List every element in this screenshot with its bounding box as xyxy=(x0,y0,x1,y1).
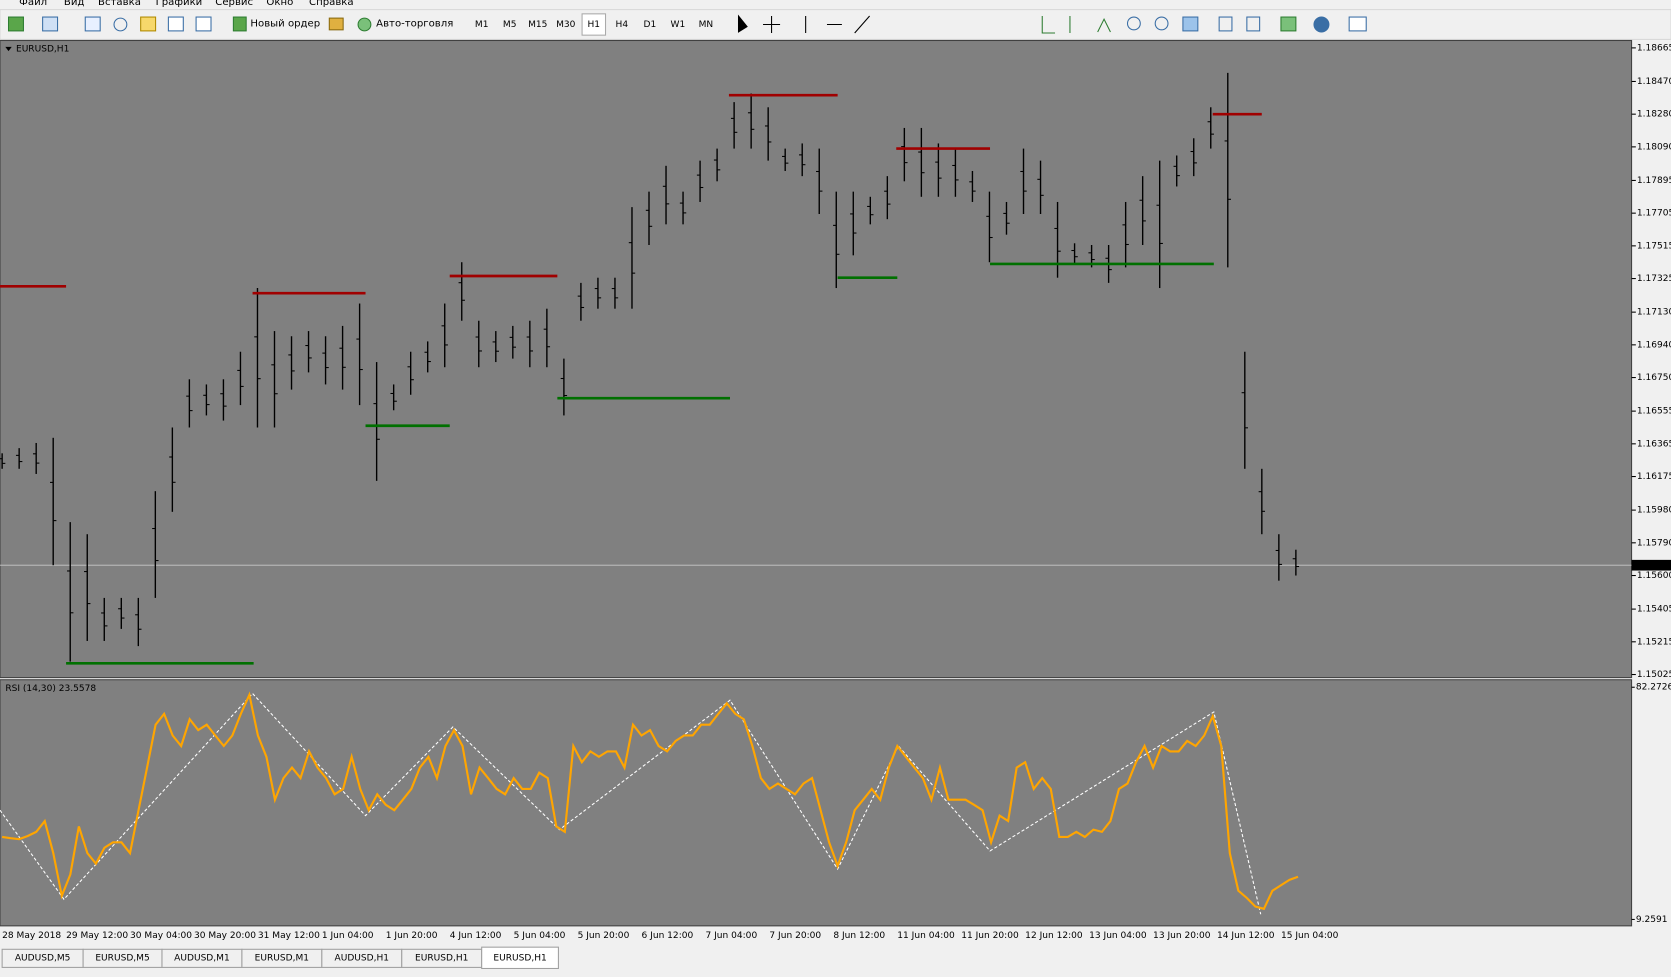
y-tick-label: 1.18090 xyxy=(1637,142,1671,152)
current-price-box xyxy=(1631,559,1671,571)
y-tick-label: 1.18280 xyxy=(1637,110,1671,120)
chart-tab-label: EURUSD,M5 xyxy=(95,953,149,963)
timeframe-button[interactable]: M15 xyxy=(528,20,547,30)
x-tick-label: 1 Jun 20:00 xyxy=(386,931,438,941)
y-tick-label: 1.17325 xyxy=(1637,274,1671,284)
chart-tab-label: AUDUSD,M5 xyxy=(15,953,71,963)
timeframe-button[interactable]: D1 xyxy=(643,20,656,30)
x-tick-label: 13 Jun 20:00 xyxy=(1153,931,1211,941)
x-tick-label: 30 May 20:00 xyxy=(194,931,256,941)
menu-item[interactable]: Вставка xyxy=(98,0,141,8)
y-tick-label: 1.16175 xyxy=(1637,472,1671,482)
x-tick-label: 11 Jun 20:00 xyxy=(961,931,1019,941)
timeframe-button[interactable]: W1 xyxy=(671,20,686,30)
x-tick-label: 5 Jun 04:00 xyxy=(514,931,566,941)
x-tick-label: 8 Jun 12:00 xyxy=(833,931,885,941)
x-tick-label: 15 Jun 04:00 xyxy=(1281,931,1339,941)
rsi-line xyxy=(1,691,1299,911)
timeframe-button[interactable]: H4 xyxy=(616,20,629,30)
x-tick-label: 13 Jun 04:00 xyxy=(1089,931,1147,941)
chart-tab-label: EURUSD,H1 xyxy=(493,953,546,963)
y-tick-label: 1.16555 xyxy=(1637,407,1671,417)
y-tick-label: 1.15025 xyxy=(1637,670,1671,680)
menu-item[interactable]: Графики xyxy=(156,0,203,8)
x-tick-label: 1 Jun 04:00 xyxy=(322,931,374,941)
y-tick-label: 1.17130 xyxy=(1637,308,1671,318)
menu-item[interactable]: Справка xyxy=(309,0,354,8)
timeframe-button[interactable]: M5 xyxy=(503,20,517,30)
y-tick-label: 1.18665 xyxy=(1637,43,1671,53)
x-tick-label: 11 Jun 04:00 xyxy=(897,931,955,941)
x-tick-label: 7 Jun 04:00 xyxy=(705,931,757,941)
chart-tab-label: AUDUSD,H1 xyxy=(335,953,390,963)
y-tick-label: 1.16365 xyxy=(1637,439,1671,449)
x-tick-label: 31 May 12:00 xyxy=(258,931,320,941)
zigzag-line xyxy=(0,692,1262,915)
y-tick-label: 1.18470 xyxy=(1637,77,1671,87)
rsi-title: RSI (14,30) 23.5578 xyxy=(5,684,96,694)
chart-tab-label: EURUSD,M1 xyxy=(255,953,309,963)
rsi-pane xyxy=(0,679,1633,927)
x-tick-label: 5 Jun 20:00 xyxy=(578,931,630,941)
current-price-label: 1.15660 xyxy=(1635,561,1671,571)
y-tick-label: 1.17515 xyxy=(1637,241,1671,251)
x-tick-label: 29 May 12:00 xyxy=(66,931,128,941)
x-tick-label: 4 Jun 12:00 xyxy=(450,931,502,941)
y-tick-label: 1.17895 xyxy=(1637,176,1671,186)
y-tick-label: 1.15980 xyxy=(1637,506,1671,516)
rsi-tick-label: 9.2591 xyxy=(1636,915,1668,925)
y-tick-label: 1.15790 xyxy=(1637,538,1671,548)
y-tick-label: 1.17705 xyxy=(1637,209,1671,219)
y-tick-label: 1.15215 xyxy=(1637,637,1671,647)
active-timeframe xyxy=(581,13,607,36)
menu-item[interactable]: Окно xyxy=(266,0,293,8)
toolbar-icons xyxy=(7,14,1367,34)
x-tick-label: 14 Jun 12:00 xyxy=(1217,931,1275,941)
x-tick-label: 6 Jun 12:00 xyxy=(642,931,694,941)
menu-item[interactable]: Файл xyxy=(19,0,47,8)
x-tick-label: 7 Jun 20:00 xyxy=(769,931,821,941)
x-tick-label: 28 May 2018 xyxy=(2,931,61,941)
chart-tab-label: EURUSD,H1 xyxy=(415,953,468,963)
price-pane xyxy=(0,39,1633,679)
chart-title: EURUSD,H1 xyxy=(16,45,69,55)
y-tick-label: 1.16940 xyxy=(1637,340,1671,350)
menu-item[interactable]: Сервис xyxy=(215,0,253,8)
timeframe-button[interactable]: MN xyxy=(699,20,714,30)
x-tick-label: 30 May 04:00 xyxy=(130,931,192,941)
menu-item[interactable]: Вид xyxy=(64,0,85,8)
timeframe-button[interactable]: H1 xyxy=(588,20,601,30)
x-tick-label: 12 Jun 12:00 xyxy=(1025,931,1083,941)
auto-trading-button[interactable]: Авто-торговля xyxy=(376,18,453,29)
y-tick-label: 1.15405 xyxy=(1637,605,1671,615)
y-tick-label: 1.16750 xyxy=(1637,373,1671,383)
timeframe-button[interactable]: M30 xyxy=(556,20,576,30)
timeframe-button[interactable]: M1 xyxy=(475,20,489,30)
new-order-button[interactable]: Новый ордер xyxy=(250,18,320,29)
chart-tab[interactable] xyxy=(481,946,559,970)
y-tick-label: 1.15600 xyxy=(1637,571,1671,581)
pane-menu-arrow[interactable] xyxy=(5,46,12,52)
rsi-tick-label: 82.2726 xyxy=(1636,683,1671,693)
chart-tab-label: AUDUSD,M1 xyxy=(174,953,230,963)
